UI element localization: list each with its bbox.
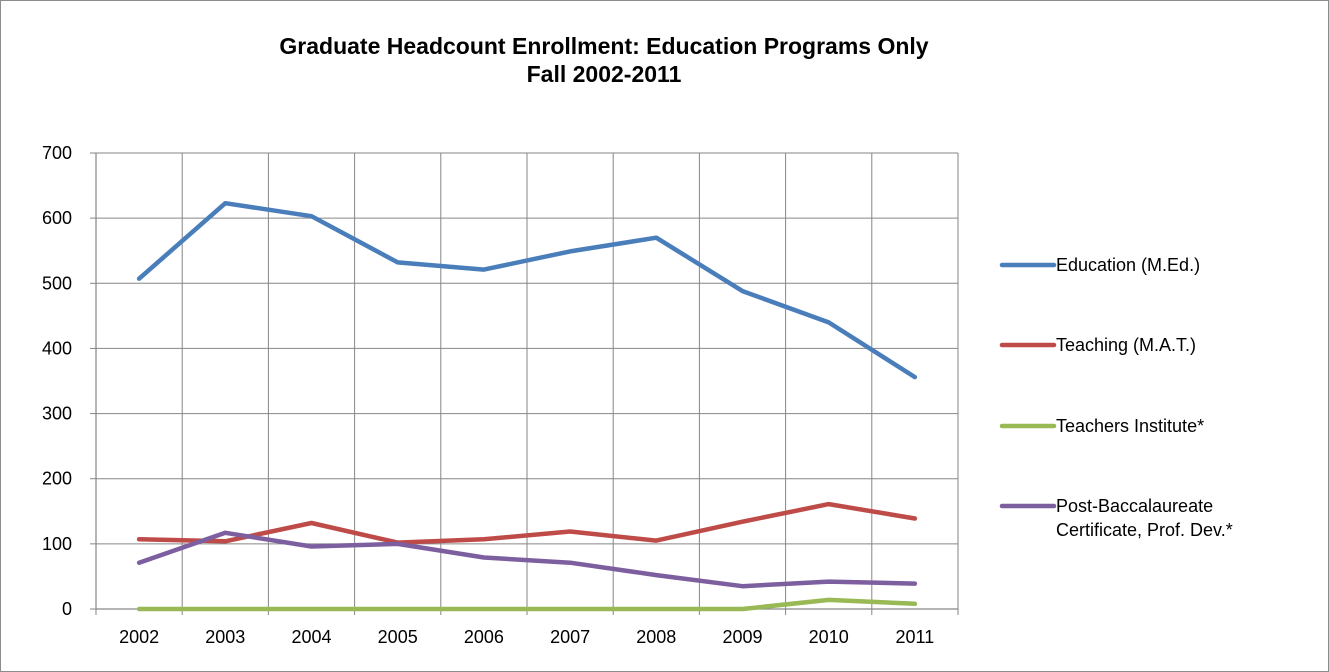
- legend-label: Education (M.Ed.): [1056, 255, 1200, 275]
- series-line-0: [136, 200, 918, 380]
- x-tick-label: 2004: [291, 627, 331, 647]
- y-tick-label: 200: [42, 469, 72, 489]
- y-tick-label: 500: [42, 273, 72, 293]
- y-tick-label: 0: [62, 599, 72, 619]
- series-line-2: [136, 597, 918, 612]
- legend-label: Certificate, Prof. Dev.*: [1056, 520, 1233, 540]
- x-tick-label: 2007: [550, 627, 590, 647]
- x-tick-label: 2005: [378, 627, 418, 647]
- series-lines: [136, 200, 918, 612]
- x-tick-label: 2011: [896, 627, 935, 647]
- legend-label: Teaching (M.A.T.): [1056, 335, 1196, 355]
- chart-title: Graduate Headcount Enrollment: Education…: [279, 33, 928, 59]
- x-tick-label: 2008: [636, 627, 676, 647]
- series-line-3: [136, 530, 918, 589]
- tick-labels: 0 100 200 300 400 500 600 700 2002 2003 2004 2005 20…: [42, 143, 934, 647]
- legend-label: Post-Baccalaureate: [1056, 496, 1213, 516]
- y-tick-label: 300: [42, 404, 72, 424]
- x-tick-label: 2010: [809, 627, 849, 647]
- y-tick-label: 100: [42, 534, 72, 554]
- x-tick-label: 2003: [205, 627, 245, 647]
- axes: [90, 152, 959, 615]
- chart-subtitle: Fall 2002-2011: [527, 61, 682, 87]
- y-tick-label: 600: [42, 208, 72, 228]
- series-line-1: [136, 501, 918, 545]
- y-tick-label: 700: [42, 143, 72, 163]
- legend-label: Teachers Institute*: [1056, 416, 1204, 436]
- x-tick-label: 2009: [722, 627, 762, 647]
- x-tick-label: 2002: [119, 627, 159, 647]
- y-tick-label: 400: [42, 338, 72, 358]
- x-tick-label: 2006: [464, 627, 504, 647]
- legend: Education (M.Ed.) Teaching (M.A.T.) Teache…: [999, 255, 1233, 540]
